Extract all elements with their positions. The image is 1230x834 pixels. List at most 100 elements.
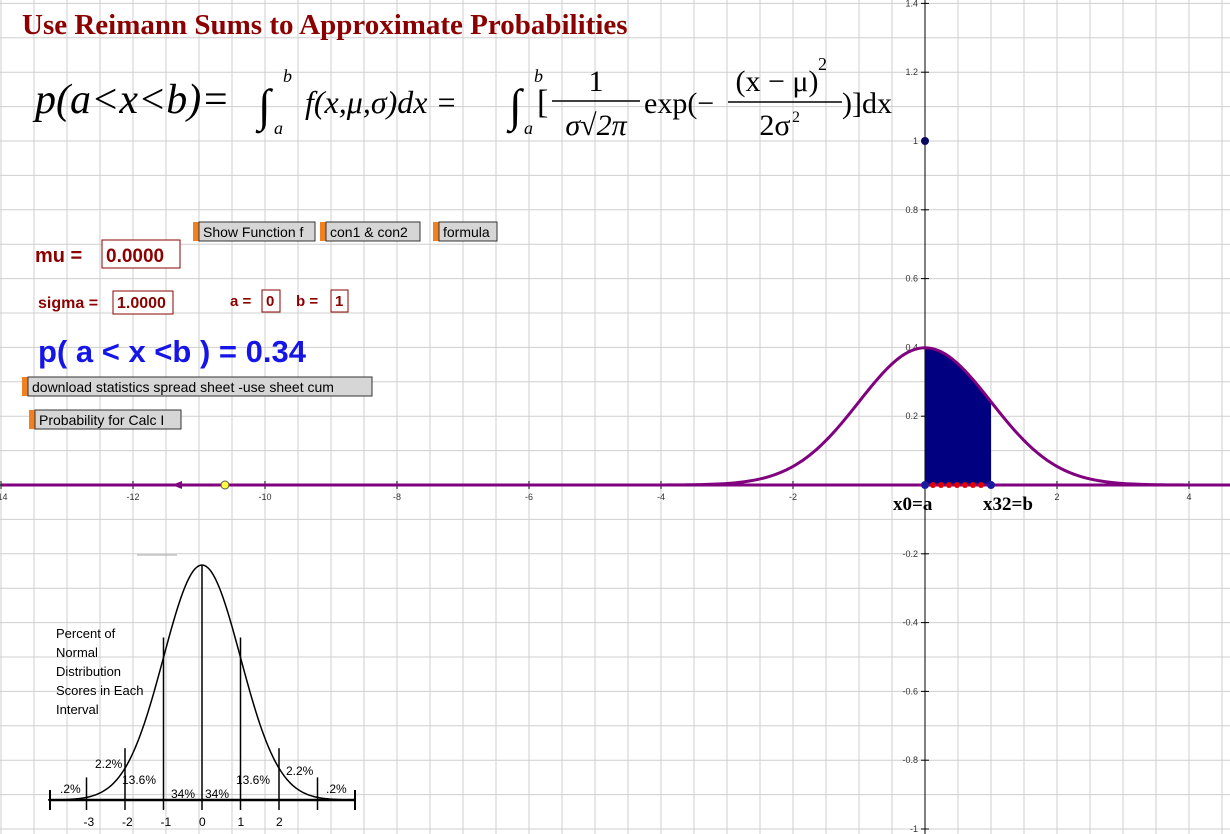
point-label: x32=b: [983, 494, 1033, 515]
plot: x0=a x32=b: [1, 137, 1230, 515]
inset-axis-label: 2: [276, 815, 283, 829]
formula-part: 2σ: [759, 109, 790, 142]
y-tick-label: -0.4: [902, 618, 918, 628]
inset-percent: 2.2%: [286, 764, 314, 778]
y-tick-label: 1: [913, 136, 918, 146]
y-tick-label: 0.6: [905, 274, 918, 284]
formula-part: a: [274, 118, 283, 138]
x-tick-label: -2: [789, 492, 797, 502]
button[interactable]: Show Function f: [193, 221, 316, 242]
button[interactable]: con1 & con2: [320, 221, 421, 242]
y-tick-label: 0.8: [905, 205, 918, 215]
y-tick-label: 0.2: [905, 411, 918, 421]
button[interactable]: download statistics spread sheet -use sh…: [22, 376, 373, 397]
riemann-point: [978, 482, 984, 488]
point: [921, 481, 929, 489]
inset-axis-label: -2: [122, 815, 133, 829]
formula: p(a<x<b)= ∫baf(x,μ,σ)dx = ∫ba[1σ√2πexp(−(x…: [32, 54, 892, 142]
x-tick-label: -12: [126, 492, 139, 502]
inset-axis-label: -3: [84, 815, 95, 829]
x-tick-label: 4: [1186, 492, 1191, 502]
button-label[interactable]: Probability for Calc I: [39, 412, 164, 428]
button[interactable]: formula: [433, 221, 498, 242]
formula-part: σ√2π: [565, 109, 627, 142]
formula-part: b: [534, 66, 543, 86]
formula-part: f(x,μ,σ)dx =: [305, 84, 457, 120]
formula-part: 2: [792, 109, 800, 126]
formula-part: ∫: [506, 80, 524, 134]
inset-percent: .2%: [60, 782, 81, 796]
riemann-point: [946, 482, 952, 488]
formula-part: 1: [589, 65, 604, 98]
formula-part: 2: [818, 54, 827, 74]
inset-image: Percent of Normal Distribution Scores in Ea…: [47, 554, 357, 829]
sigma-input[interactable]: [112, 290, 174, 315]
inset-percent: .2%: [326, 782, 347, 796]
x-tick-label: -6: [525, 492, 533, 502]
riemann-point: [930, 482, 936, 488]
inset-caption: Distribution: [56, 664, 121, 679]
mu-value[interactable]: 0.0000: [106, 246, 164, 267]
inset-caption: Normal: [56, 645, 98, 660]
mu-label: mu =: [35, 245, 82, 267]
formula-part: b: [283, 66, 292, 86]
sigma-value[interactable]: 1.0000: [117, 295, 166, 312]
a-value[interactable]: 0: [266, 293, 274, 310]
inset-caption: Percent of: [56, 626, 116, 641]
inset-caption: Interval: [56, 702, 99, 717]
a-label: a =: [230, 293, 252, 310]
riemann-point: [962, 482, 968, 488]
formula-part: )]dx: [842, 87, 892, 120]
inset-percent: 13.6%: [122, 773, 156, 787]
y-tick-label: 1.2: [905, 67, 918, 77]
y-tick-label: 1.4: [905, 0, 918, 8]
slider-point: [220, 480, 230, 490]
inset-percent: 2.2%: [95, 757, 123, 771]
inset-percent: 13.6%: [236, 773, 270, 787]
button-label[interactable]: download statistics spread sheet -use sh…: [32, 379, 334, 395]
x-tick-label: -10: [258, 492, 271, 502]
b-input[interactable]: [330, 289, 349, 313]
title: Use Reimann Sums to Approximate Probabil…: [22, 9, 628, 41]
mu-input[interactable]: [101, 239, 181, 269]
riemann-point: [970, 482, 976, 488]
y-tick-label: -0.6: [902, 686, 918, 696]
y-tick-label: -1: [910, 824, 918, 834]
inset-percent: 34%: [205, 787, 229, 801]
a-input[interactable]: [261, 289, 281, 313]
formula-part: [: [537, 84, 548, 121]
inset-axis-label: 0: [199, 815, 206, 829]
inset-axis-label: -1: [161, 815, 172, 829]
riemann-point: [954, 482, 960, 488]
x-tick-label: -8: [393, 492, 401, 502]
button-label[interactable]: Show Function f: [203, 224, 303, 240]
inset-percent: 34%: [171, 787, 195, 801]
button-label[interactable]: con1 & con2: [330, 224, 408, 240]
b-label: b =: [296, 293, 318, 310]
point: [921, 137, 929, 145]
y-tick-label: -0.8: [902, 755, 918, 765]
normal-curve: [1, 346, 1229, 487]
formula-part: a: [524, 118, 533, 138]
x-tick-label: -4: [657, 492, 665, 502]
probability-result: p( a < x <b ) = 0.34: [38, 334, 307, 369]
formula-part: exp(−: [644, 87, 714, 120]
formula-part: ∫: [255, 80, 273, 134]
button[interactable]: Probability for Calc I: [29, 409, 182, 430]
riemann-point: [938, 482, 944, 488]
b-value[interactable]: 1: [335, 293, 343, 310]
formula-part: p(a<x<b)=: [32, 77, 230, 123]
y-tick-label: 0.4: [905, 342, 918, 352]
inset-axis-label: 1: [238, 815, 245, 829]
x-tick-label: 2: [1054, 492, 1059, 502]
inset-caption: Scores in Each: [56, 683, 143, 698]
x-tick-label: -14: [0, 492, 8, 502]
sigma-label: sigma =: [38, 295, 98, 312]
point-label: x0=a: [893, 494, 933, 515]
button-label[interactable]: formula: [443, 224, 490, 240]
point: [987, 481, 995, 489]
formula-part: (x − μ): [736, 65, 819, 98]
